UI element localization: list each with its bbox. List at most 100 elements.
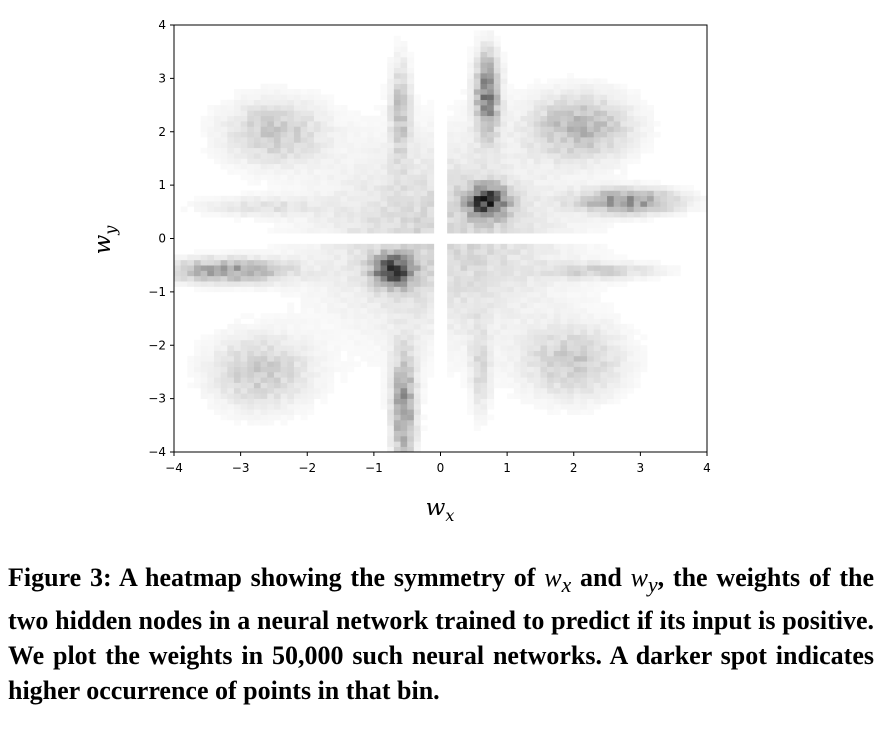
heatmap-cell — [447, 142, 455, 149]
heatmap-cell — [353, 265, 361, 271]
heatmap-cell — [387, 275, 395, 282]
heatmap-cell — [587, 211, 595, 218]
heatmap-cell — [520, 211, 528, 218]
heatmap-cell — [453, 201, 461, 207]
heatmap-cell — [593, 307, 601, 314]
heatmap-cell — [300, 345, 308, 351]
heatmap-cell — [280, 409, 288, 415]
heatmap-cell — [667, 206, 674, 213]
heatmap-cell — [407, 297, 415, 303]
heatmap-cell — [533, 334, 541, 341]
heatmap-cell — [200, 366, 208, 373]
heatmap-cell — [333, 286, 341, 293]
heatmap-cell — [580, 334, 588, 341]
heatmap-cell — [373, 302, 381, 309]
heatmap-cell — [347, 185, 355, 191]
heatmap-cell — [320, 393, 328, 399]
heatmap-cell — [227, 270, 235, 277]
heatmap-cell — [247, 169, 255, 175]
heatmap-cell — [347, 361, 355, 367]
heatmap-cell — [527, 222, 535, 229]
heatmap-cell — [427, 110, 435, 117]
heatmap-cell — [600, 78, 608, 85]
heatmap-cell — [247, 329, 255, 335]
heatmap-cell — [273, 131, 281, 138]
heatmap-cell — [480, 110, 488, 117]
heatmap-cell — [240, 174, 248, 181]
heatmap-cell — [360, 222, 368, 229]
heatmap-cell — [627, 206, 635, 213]
heatmap-cell — [493, 318, 501, 325]
heatmap-cell — [587, 371, 595, 378]
heatmap-cell — [500, 126, 508, 133]
heatmap-cell — [513, 318, 521, 325]
heatmap-cell — [527, 302, 535, 309]
heatmap-cell — [213, 206, 221, 213]
heatmap-cell — [393, 110, 401, 117]
heatmap-cell — [327, 142, 335, 149]
heatmap-cell — [600, 313, 608, 319]
heatmap-cell — [507, 329, 515, 335]
heatmap-cell — [340, 377, 348, 383]
heatmap-cell — [453, 281, 461, 287]
heatmap-cell — [633, 211, 641, 218]
heatmap-cell — [467, 366, 475, 373]
heatmap-cell — [407, 291, 415, 298]
heatmap-cell — [253, 361, 261, 367]
heatmap-cell — [547, 195, 555, 202]
heatmap-cell — [427, 211, 435, 218]
heatmap-cell — [420, 249, 428, 255]
heatmap-cell — [213, 142, 221, 149]
heatmap-cell — [300, 249, 308, 255]
heatmap-cell — [193, 286, 201, 293]
heatmap-cell — [413, 249, 421, 255]
heatmap-cell — [400, 46, 408, 52]
heatmap-cell — [427, 222, 435, 229]
heatmap-cell — [560, 110, 568, 117]
heatmap-cell — [593, 163, 601, 170]
heatmap-cell — [493, 323, 501, 330]
heatmap-cell — [233, 387, 241, 394]
heatmap-cell — [527, 361, 535, 367]
heatmap-cell — [300, 270, 308, 277]
heatmap-cell — [487, 318, 495, 325]
heatmap-cell — [280, 382, 288, 389]
heatmap-cell — [240, 142, 248, 149]
heatmap-cell — [407, 195, 415, 202]
heatmap-cell — [573, 403, 581, 410]
heatmap-cell — [487, 153, 495, 159]
heatmap-cell — [540, 195, 548, 202]
heatmap-cell — [293, 259, 301, 266]
heatmap-cell — [540, 115, 548, 122]
heatmap-cell — [540, 318, 548, 325]
heatmap-cell — [553, 243, 561, 250]
heatmap-cell — [573, 270, 581, 277]
heatmap-cell — [473, 377, 481, 383]
heatmap-cell — [627, 387, 635, 394]
heatmap-cell — [593, 243, 601, 250]
heatmap-cell — [473, 291, 481, 298]
heatmap-cell — [333, 366, 341, 373]
heatmap-cell — [200, 355, 208, 362]
heatmap-cell — [453, 126, 461, 133]
heatmap-cell — [473, 169, 481, 175]
heatmap-cell — [480, 355, 488, 362]
heatmap-cell — [427, 195, 435, 202]
heatmap-cell — [580, 259, 588, 266]
heatmap-cell — [387, 121, 395, 127]
heatmap-cell — [453, 147, 461, 154]
heatmap-cell — [213, 377, 221, 383]
heatmap-cell — [593, 291, 601, 298]
heatmap-cell — [367, 190, 375, 197]
heatmap-cell — [460, 195, 468, 202]
heatmap-cell — [340, 115, 348, 122]
heatmap-cell — [460, 323, 468, 330]
heatmap-cell — [533, 302, 541, 309]
heatmap-cell — [227, 403, 235, 410]
heatmap-cell — [300, 297, 308, 303]
heatmap-cell — [587, 158, 595, 165]
heatmap-cell — [633, 137, 641, 143]
heatmap-cell — [460, 243, 468, 250]
heatmap-cell — [293, 313, 301, 319]
heatmap-cell — [620, 195, 628, 202]
